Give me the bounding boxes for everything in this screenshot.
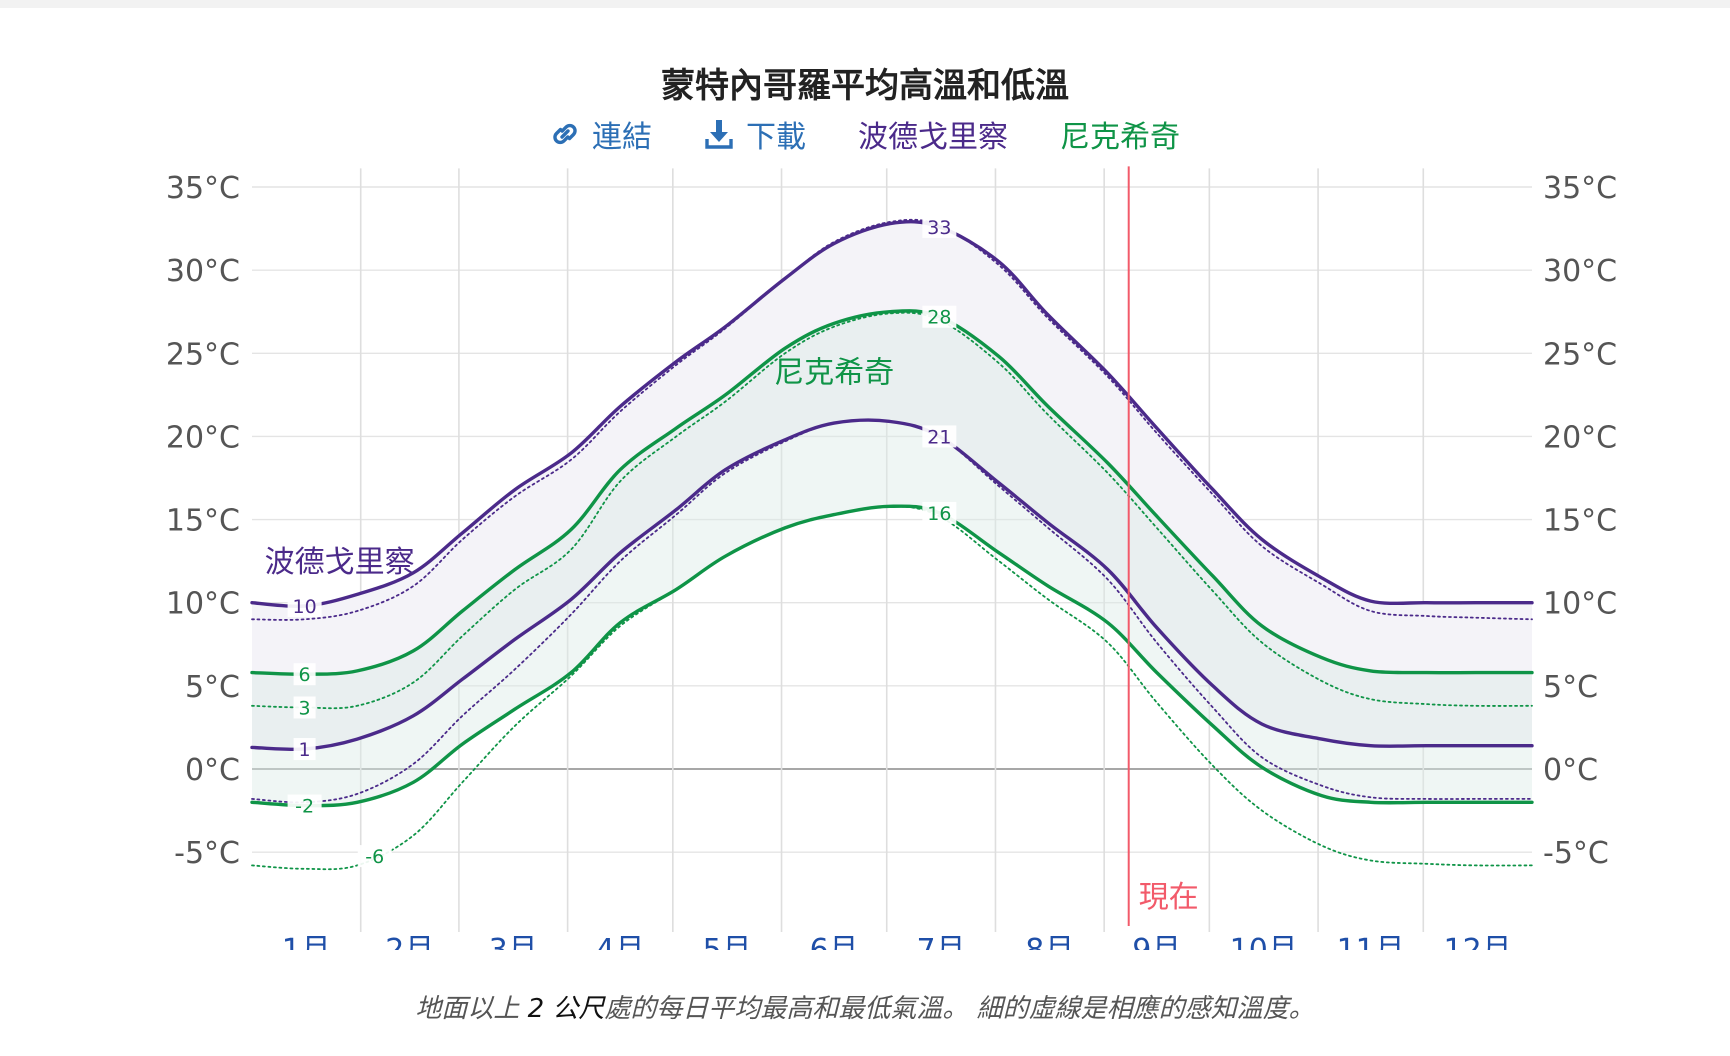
y-tick-label-left: 30°C [166,254,240,289]
series-value-label: -2 [295,796,314,818]
series-value-label-bg [922,425,957,448]
y-tick-label-right: 15°C [1543,504,1617,539]
month-label: 9月 [1132,933,1181,950]
chart-caption: 地面以上 2 公尺處的每日平均最高和最低氣溫。 細的虛線是相應的感知溫度。 [0,988,1730,1025]
y-tick-label-left: -5°C [174,836,240,871]
series-line-3-high_feels [251,311,1533,710]
now-label: 現在 [1139,880,1199,915]
y-tick-label-left: 10°C [166,587,240,622]
series-value-label: 21 [927,426,951,448]
y-tick-label-right: -5°C [1543,836,1609,871]
y-tick-label-left: 0°C [185,753,240,788]
download-button[interactable]: 下載 [704,112,806,156]
temperature-chart: 35°C 35°C30°C 30°C25°C 25°C20°C 20°C15°C 15°C… [166,166,1617,950]
series-value-label-bg [287,595,322,618]
series-value-label: 28 [927,307,951,329]
series-line-1-high_feels [251,218,1533,621]
series-line-7-low_feels [251,505,1533,871]
link-label: 連結 [592,120,652,155]
caption-before: 地面以上 [415,994,528,1024]
legend-item-series2[interactable]: 尼克希奇 [1060,112,1180,156]
chart-lines [250,166,1534,926]
series-value-label-bg [922,501,957,524]
series-value-label: 1 [299,739,311,761]
link-icon [553,123,577,145]
caption-bold: 2 公尺 [527,994,605,1024]
series-value-label-bg [287,794,322,817]
month-label: 8月 [1025,933,1074,950]
month-label: 2月 [385,933,434,950]
region-label: 波德戈里察 [265,545,415,580]
y-tick-label-left: 20°C [166,420,240,455]
month-label: 3月 [489,933,538,950]
link-button[interactable]: 連結 [550,112,652,156]
month-label: 6月 [810,933,859,950]
legend-label-series2: 尼克希奇 [1060,120,1180,155]
y-tick-label-left: 25°C [166,337,240,372]
chart-legend: 連結 下載 波德戈里察 尼克希奇 [0,112,1730,156]
chart-labels: 35°C 35°C30°C 30°C25°C 25°C20°C 20°C15°C 15°C… [166,171,1617,950]
region-label: 尼克希奇 [774,356,894,391]
caption-after: 處的每日平均最高和最低氣溫。 細的虛線是相應的感知溫度。 [604,994,1315,1024]
y-tick-label-right: 30°C [1543,254,1617,289]
band-series1 [252,221,1532,750]
y-tick-label-right: 0°C [1543,753,1598,788]
series-value-label-bg [293,663,316,686]
y-tick-label-right: 25°C [1543,337,1617,372]
series-line-4-low [250,418,1534,752]
month-label: 5月 [703,933,752,950]
series-value-label-bg [357,845,392,868]
series-value-label: -6 [365,846,384,868]
series-value-label-bg [293,696,316,719]
download-label: 下載 [746,120,806,155]
band-series2 [252,310,1532,806]
series-line-0-high [250,220,1534,608]
series-value-label: 6 [299,664,311,686]
chart-title: 蒙特內哥羅平均高溫和低溫 [661,66,1069,106]
month-label: 12月 [1444,933,1512,950]
series-value-label: 33 [927,217,951,239]
legend-label-series1: 波德戈里察 [858,120,1008,155]
series-value-label-bg [922,215,957,238]
legend-item-series1[interactable]: 波德戈里察 [858,112,1008,156]
y-tick-label-right: 20°C [1543,420,1617,455]
y-tick-label-right: 10°C [1543,587,1617,622]
top-bar [0,0,1730,8]
y-tick-label-right: 35°C [1543,171,1617,206]
y-tick-label-left: 15°C [166,504,240,539]
month-label: 1月 [282,933,331,950]
download-icon [705,120,733,149]
series-value-label: 3 [299,697,311,719]
series-line-5-low_feels [251,419,1533,804]
month-label: 4月 [596,933,645,950]
month-label: 10月 [1230,933,1298,950]
series-value-label-bg [293,738,316,761]
series-value-label: 16 [927,503,951,525]
series-value-label: 10 [293,596,317,618]
series-value-label-bg [922,305,957,328]
chart-bands [252,221,1532,806]
month-label: 7月 [917,933,966,950]
y-tick-label-left: 5°C [185,670,240,705]
y-tick-label-right: 5°C [1543,670,1598,705]
month-label: 11月 [1337,933,1405,950]
y-tick-label-left: 35°C [166,171,240,206]
series-line-2-high [250,309,1534,676]
